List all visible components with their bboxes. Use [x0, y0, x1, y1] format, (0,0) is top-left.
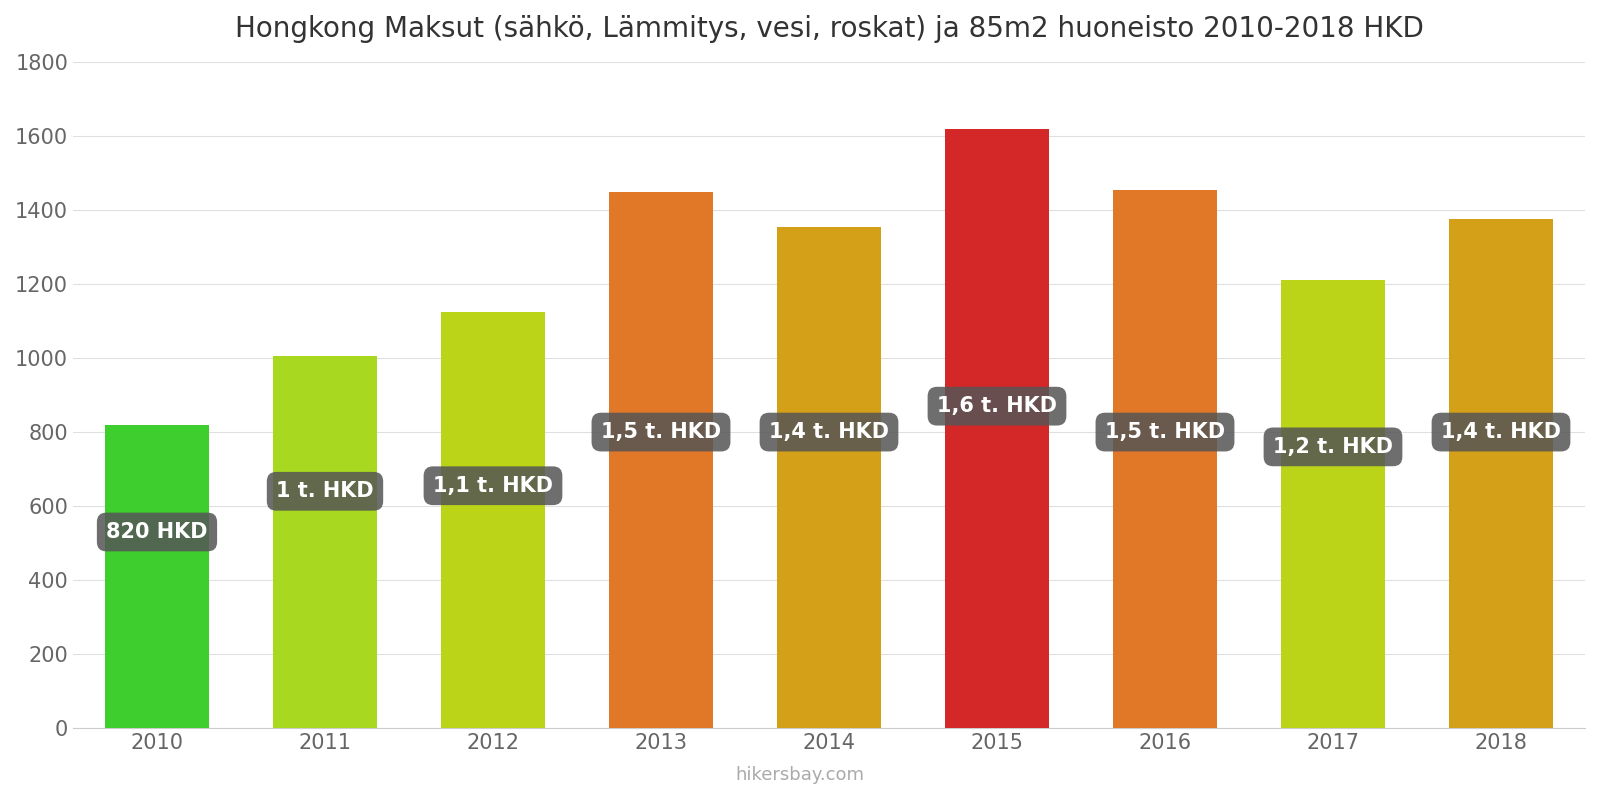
Text: 1,4 t. HKD: 1,4 t. HKD	[770, 422, 890, 442]
Bar	[1282, 280, 1386, 728]
Bar	[442, 312, 546, 728]
Text: 1,4 t. HKD: 1,4 t. HKD	[1442, 422, 1562, 442]
Bar	[946, 129, 1050, 728]
Bar	[1450, 219, 1554, 728]
Bar	[1114, 190, 1218, 728]
Text: 1,5 t. HKD: 1,5 t. HKD	[1106, 422, 1226, 442]
Text: 1 t. HKD: 1 t. HKD	[277, 482, 374, 502]
Bar	[106, 425, 210, 728]
Text: 1,2 t. HKD: 1,2 t. HKD	[1274, 437, 1394, 457]
Text: 820 HKD: 820 HKD	[106, 522, 208, 542]
Title: Hongkong Maksut (sähkö, Lämmitys, vesi, roskat) ja 85m2 huoneisto 2010-2018 HKD: Hongkong Maksut (sähkö, Lämmitys, vesi, …	[235, 15, 1424, 43]
Text: hikersbay.com: hikersbay.com	[736, 766, 864, 784]
Text: 1,1 t. HKD: 1,1 t. HKD	[434, 476, 554, 496]
Bar	[274, 356, 378, 728]
Text: 1,5 t. HKD: 1,5 t. HKD	[602, 422, 722, 442]
Text: 1,6 t. HKD: 1,6 t. HKD	[938, 396, 1058, 416]
Bar	[778, 226, 882, 728]
Bar	[610, 191, 714, 728]
